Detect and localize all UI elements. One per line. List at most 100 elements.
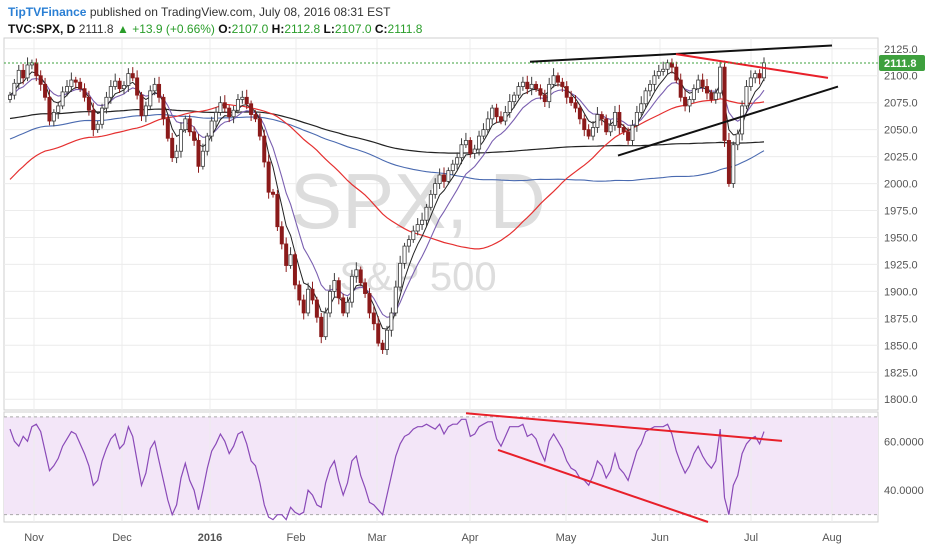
candle-body xyxy=(218,102,223,113)
candle-body xyxy=(621,127,626,133)
candle-body xyxy=(47,96,52,122)
high-label: H: xyxy=(271,22,285,36)
candle-body xyxy=(420,219,425,225)
y-tick-label: 1800.0 xyxy=(884,394,918,406)
candle-body xyxy=(569,96,574,104)
publisher-name[interactable]: TipTVFinance xyxy=(8,5,87,19)
candle-body xyxy=(209,120,214,137)
candle-body xyxy=(227,107,232,118)
candle-body xyxy=(705,86,710,94)
candle-body xyxy=(108,86,113,98)
publish-line: TipTVFinance published on TradingView.co… xyxy=(8,4,422,21)
candle-body xyxy=(428,193,433,208)
candle-body xyxy=(292,254,297,286)
candle-body xyxy=(249,103,254,115)
candle-body xyxy=(617,112,622,128)
candle-body xyxy=(297,284,302,301)
candle-body xyxy=(51,112,56,122)
candle-body xyxy=(271,191,276,195)
candle-body xyxy=(696,79,701,90)
candle-body xyxy=(591,127,596,137)
candle-body xyxy=(757,73,762,79)
candle-body xyxy=(200,150,205,167)
candle-body xyxy=(639,103,644,113)
candle-body xyxy=(406,239,411,247)
candle-body xyxy=(595,114,600,128)
candle-body xyxy=(214,112,219,122)
candle-body xyxy=(507,101,512,113)
red-trendline xyxy=(675,53,829,79)
candle-body xyxy=(683,96,688,107)
candle-body xyxy=(78,81,83,90)
candle-body xyxy=(441,174,446,182)
candle-body xyxy=(253,114,258,120)
y-tick-label: 1825.0 xyxy=(884,367,918,379)
symbol-label: TVC:SPX, D xyxy=(8,22,76,36)
candle-body xyxy=(740,105,745,135)
candle-body xyxy=(534,83,539,90)
rsi-resistance-trendline xyxy=(465,412,783,442)
candle-body xyxy=(196,140,201,167)
candle-body xyxy=(643,90,648,105)
candle-body xyxy=(652,75,657,85)
candle-body xyxy=(310,288,315,301)
y-tick-label: 1850.0 xyxy=(884,340,918,352)
x-tick-label: Jun xyxy=(651,532,669,544)
candle-body xyxy=(371,312,376,325)
high-value: 2112.8 xyxy=(284,22,321,36)
candle-body xyxy=(551,75,556,85)
resistance-trendline xyxy=(529,44,833,63)
candle-body xyxy=(490,107,495,120)
open-value: 2107.0 xyxy=(231,22,269,36)
price-panel[interactable]: 2125.0 2100.0 2075.0 2050.0 2025.0 2000.0 1975… xyxy=(3,37,925,411)
candle-body xyxy=(86,96,91,111)
candle-body xyxy=(731,144,736,184)
candle-body xyxy=(398,262,403,288)
candle-body xyxy=(64,86,69,93)
candle-body xyxy=(354,269,359,277)
candle-body xyxy=(463,140,468,146)
rsi-panel[interactable]: 60.0000 40.0000 xyxy=(3,411,924,523)
candle-body xyxy=(415,224,420,232)
y-tick-label: 2100.0 xyxy=(884,71,918,83)
candle-body xyxy=(678,79,683,98)
candle-body xyxy=(60,91,65,107)
y-tick-label: 2025.0 xyxy=(884,152,918,164)
y-tick-label: 1925.0 xyxy=(884,259,918,271)
low-label: L: xyxy=(323,22,335,36)
y-tick-label: 2125.0 xyxy=(884,44,918,56)
rsi-tick-label: 40.0000 xyxy=(884,485,924,497)
candle-body xyxy=(95,123,100,131)
candle-body xyxy=(722,66,727,141)
candle-body xyxy=(477,135,482,150)
candle-body xyxy=(665,62,670,70)
candle-body xyxy=(573,102,578,109)
candle-body xyxy=(630,124,635,141)
candle-body xyxy=(709,92,714,100)
candle-body xyxy=(424,206,429,221)
candle-body xyxy=(367,293,372,314)
candle-body xyxy=(139,94,144,117)
candle-body xyxy=(472,148,477,154)
candle-body xyxy=(450,163,455,172)
candle-body xyxy=(661,68,666,72)
candle-body xyxy=(726,140,731,184)
candle-body xyxy=(170,137,175,159)
candle-body xyxy=(192,131,197,141)
x-tick-label: Dec xyxy=(112,532,132,544)
candle-body xyxy=(38,75,43,85)
candle-body xyxy=(481,129,486,137)
candle-body xyxy=(12,82,17,96)
ohlc-line: TVC:SPX, D 2111.8 ▲ +13.9 (+0.66%) O:210… xyxy=(8,21,422,38)
candle-body xyxy=(380,342,385,351)
candle-body xyxy=(187,118,192,133)
candle-body xyxy=(183,118,188,131)
candle-body xyxy=(586,129,591,137)
candle-body xyxy=(564,86,569,98)
candle-body xyxy=(262,135,267,163)
candle-body xyxy=(21,69,26,79)
candle-body xyxy=(341,297,346,314)
x-tick-label: Feb xyxy=(287,532,306,544)
watermark-name: S&P 500 xyxy=(339,255,496,299)
